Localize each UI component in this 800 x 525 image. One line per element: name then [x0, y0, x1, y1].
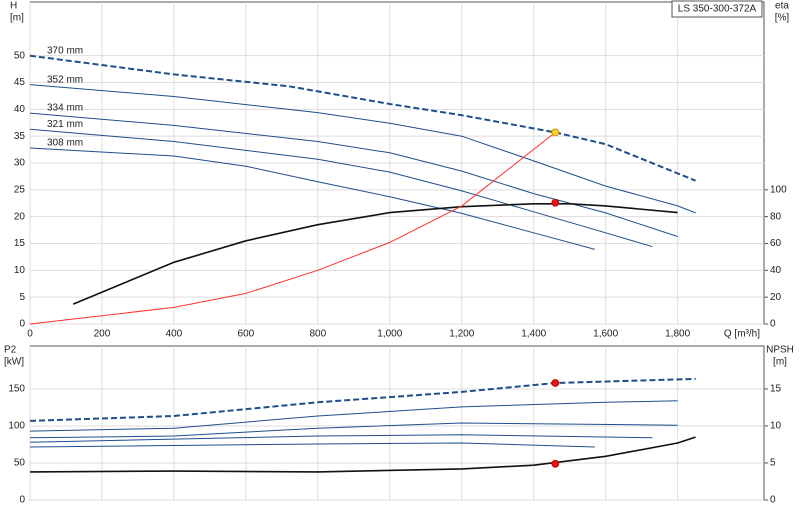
x-tick-label: 800	[309, 329, 326, 340]
series-line	[29, 400, 678, 432]
series-line	[29, 112, 678, 237]
series-line	[29, 377, 696, 422]
x-tick-label: 200	[94, 329, 111, 340]
operating-point	[551, 379, 560, 387]
curve-label: 352 mm	[47, 74, 83, 85]
x-tick-label: 1,400	[521, 329, 546, 340]
y-axis-label: P2	[4, 345, 17, 356]
y2-tick-label: 5	[770, 458, 776, 469]
y-tick-label: 40	[14, 104, 26, 115]
y2-tick-label: 15	[770, 384, 782, 395]
x-tick-label: 400	[166, 329, 183, 340]
y2-axis-label: [m]	[773, 357, 787, 368]
y-tick-label: 50	[14, 50, 26, 61]
series-line	[29, 54, 696, 182]
y2-axis-label: eta	[775, 1, 789, 12]
operating-point	[551, 128, 560, 137]
y2-tick-label: 60	[770, 238, 782, 249]
series-line	[29, 147, 596, 250]
plot-area	[29, 345, 765, 501]
y-tick-label: 10	[14, 265, 26, 276]
x-tick-label: 1,600	[593, 329, 618, 340]
y-tick-label: 150	[8, 384, 25, 395]
y2-tick-label: 0	[770, 495, 776, 506]
y-tick-label: 45	[14, 77, 26, 88]
x-tick-label: 600	[238, 329, 255, 340]
y-tick-label: 20	[14, 211, 26, 222]
curve-label: 370 mm	[47, 45, 83, 56]
series-line	[29, 422, 678, 439]
y2-tick-label: 40	[770, 265, 782, 276]
operating-point	[551, 459, 560, 468]
curve-label: 321 mm	[47, 119, 83, 130]
y2-tick-label: 0	[770, 319, 776, 330]
curve-label: 334 mm	[47, 103, 83, 114]
y-tick-label: 25	[14, 184, 26, 195]
y-tick-label: 30	[14, 158, 26, 169]
series-line	[29, 128, 653, 248]
series-line	[29, 84, 696, 214]
y2-tick-label: 80	[770, 211, 782, 222]
operating-point	[551, 198, 560, 207]
curve-label: 308 mm	[47, 138, 83, 149]
y-tick-label: 15	[14, 238, 26, 249]
title-box	[671, 0, 763, 18]
y2-tick-label: 20	[770, 292, 782, 303]
y-axis-label: H	[10, 1, 17, 12]
y2-tick-label: 100	[770, 184, 787, 195]
chart-title: LS 350-300-372A	[678, 4, 757, 15]
y2-tick-label: 10	[770, 421, 782, 432]
y-tick-label: 50	[14, 458, 26, 469]
series-line	[29, 434, 653, 443]
series-line	[29, 132, 556, 325]
y-axis-label: [kW]	[4, 357, 24, 368]
x-tick-label: 1,200	[449, 329, 474, 340]
y2-axis-label: [%]	[775, 13, 790, 24]
x-tick-label: 1,000	[377, 329, 402, 340]
y-axis-label: [m]	[10, 13, 24, 24]
series-line	[72, 203, 678, 305]
y2-axis-label: NPSH	[766, 345, 794, 356]
x-axis-label: Q [m³/h]	[724, 329, 760, 340]
y-tick-label: 35	[14, 131, 26, 142]
y-tick-label: 5	[19, 292, 25, 303]
series-line	[29, 436, 696, 473]
y-tick-label: 0	[19, 319, 25, 330]
y-tick-label: 0	[19, 495, 25, 506]
x-tick-label: 1,800	[665, 329, 690, 340]
y-tick-label: 100	[8, 421, 25, 432]
x-tick-label: 0	[27, 329, 33, 340]
series-line	[29, 442, 595, 448]
